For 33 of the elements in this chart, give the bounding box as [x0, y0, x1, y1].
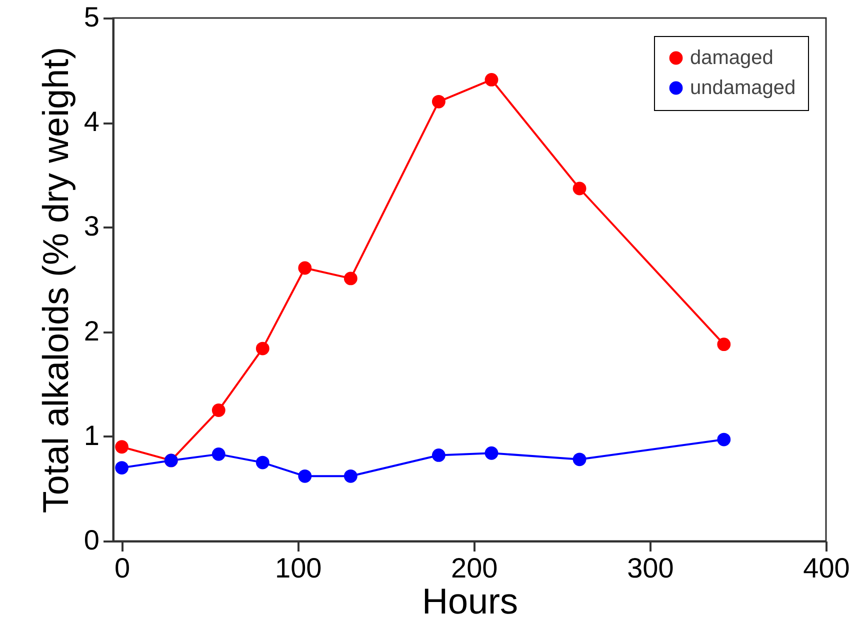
x-tick-label: 100	[274, 552, 322, 584]
y-tick-label: 5	[84, 2, 100, 32]
point	[572, 182, 586, 196]
x-tick-label: 400	[803, 552, 850, 584]
point	[572, 452, 586, 466]
point	[298, 469, 312, 483]
y-axis-title: Total alkaloids (% dry weight)	[34, 46, 76, 514]
point	[432, 448, 446, 462]
point	[717, 432, 731, 446]
point	[344, 469, 358, 483]
y-tick-label: 4	[84, 106, 100, 138]
point	[717, 338, 731, 352]
x-axis-title: Hours	[422, 580, 518, 622]
legend-label: damaged	[690, 47, 774, 69]
y-tick-label: 1	[84, 420, 100, 451]
point	[298, 261, 312, 275]
point	[484, 73, 498, 86]
x-tick-label: 300	[627, 552, 674, 584]
y-tick-label: 3	[84, 210, 100, 242]
x-tick-label: 200	[451, 552, 498, 584]
point	[115, 440, 129, 454]
point	[256, 342, 270, 356]
point	[212, 447, 226, 461]
y-tick-label: 0	[84, 524, 100, 556]
point	[256, 456, 270, 470]
point	[212, 404, 226, 417]
point	[432, 94, 446, 108]
y-tick-label: 2	[84, 315, 100, 346]
point	[344, 272, 358, 286]
point	[115, 461, 129, 474]
x-tick-label: 0	[114, 552, 130, 584]
legend-label: undamaged	[690, 77, 796, 99]
point	[484, 446, 498, 460]
